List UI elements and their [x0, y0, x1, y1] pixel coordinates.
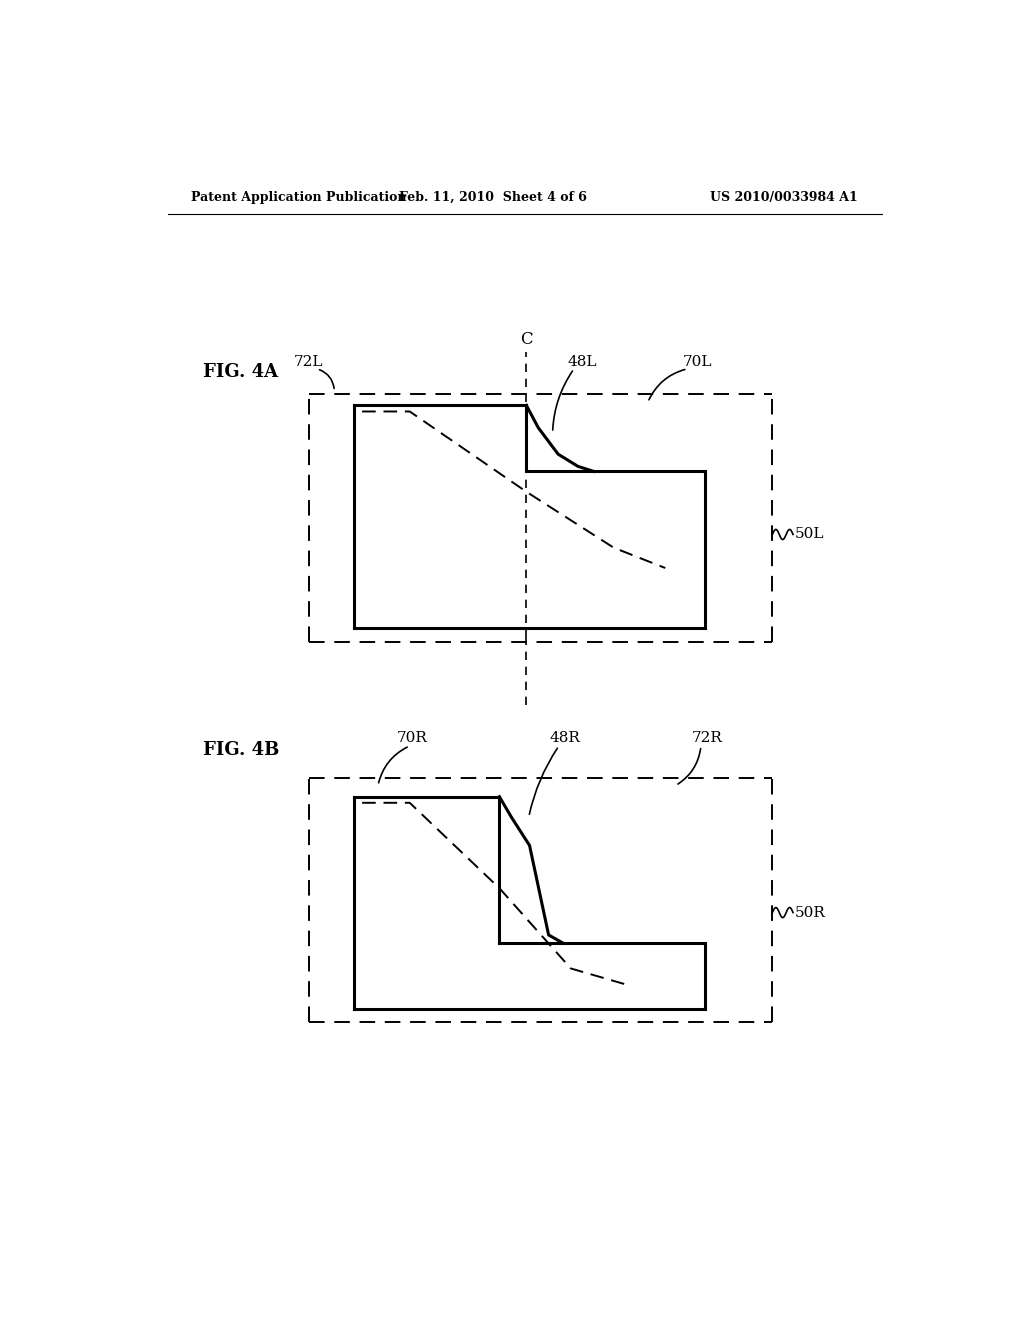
Text: 72R: 72R: [692, 731, 723, 744]
Text: C: C: [520, 331, 532, 348]
Text: 70L: 70L: [683, 355, 713, 368]
Text: 48R: 48R: [549, 731, 580, 744]
Text: 50R: 50R: [795, 906, 825, 920]
Text: Patent Application Publication: Patent Application Publication: [191, 190, 407, 203]
Text: 72L: 72L: [294, 355, 324, 368]
Text: Feb. 11, 2010  Sheet 4 of 6: Feb. 11, 2010 Sheet 4 of 6: [399, 190, 587, 203]
Text: 50L: 50L: [795, 528, 824, 541]
Text: 70R: 70R: [396, 731, 428, 744]
Text: FIG. 4A: FIG. 4A: [204, 363, 279, 381]
Text: US 2010/0033984 A1: US 2010/0033984 A1: [711, 190, 858, 203]
Text: 48L: 48L: [567, 355, 597, 368]
Text: FIG. 4B: FIG. 4B: [204, 741, 280, 759]
